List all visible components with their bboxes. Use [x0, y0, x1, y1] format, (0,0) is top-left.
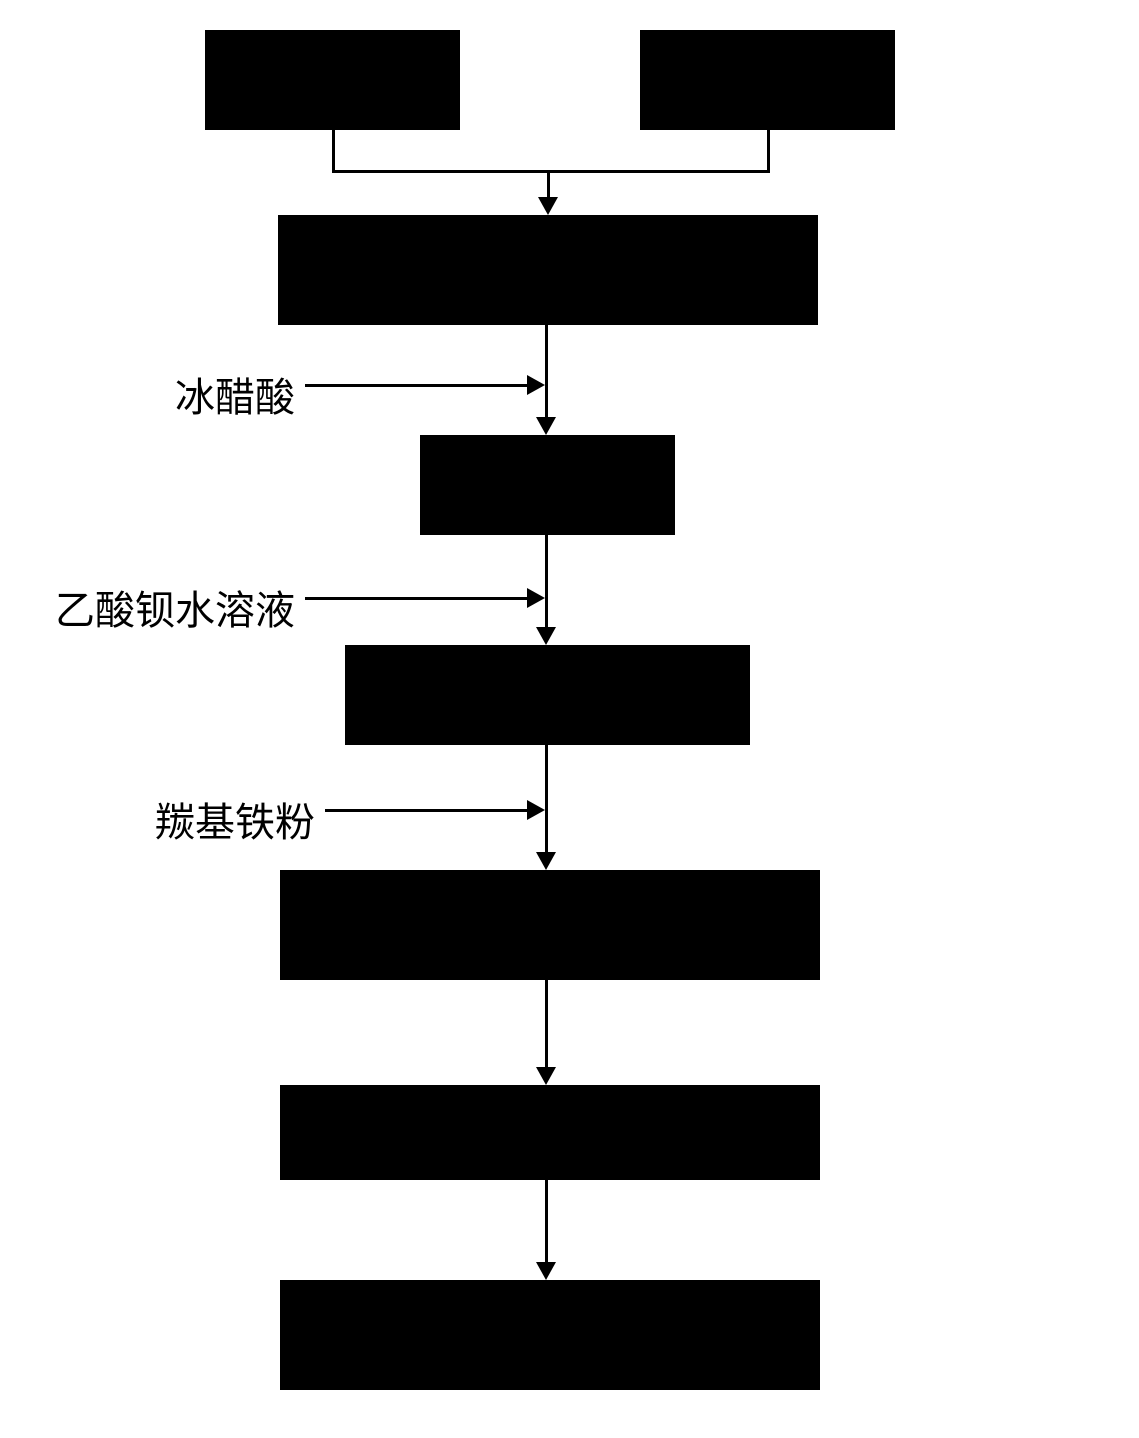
arrow-head: [527, 800, 545, 820]
arrow-head: [536, 1262, 556, 1280]
connector: [325, 809, 529, 812]
arrow-head: [527, 375, 545, 395]
flow-node: [280, 1085, 820, 1180]
connector: [332, 170, 770, 173]
arrow-head: [536, 1067, 556, 1085]
arrow-head: [536, 417, 556, 435]
connector: [545, 745, 548, 854]
side-label: 羰基铁粉: [155, 790, 315, 848]
arrow-head: [536, 627, 556, 645]
connector: [545, 980, 548, 1069]
connector: [305, 597, 529, 600]
flow-node: [420, 435, 675, 535]
flow-node: [640, 30, 895, 130]
arrow-head: [538, 197, 558, 215]
flow-node: [280, 870, 820, 980]
connector: [545, 325, 548, 419]
connector: [305, 384, 529, 387]
side-label: 乙酸钡水溶液: [55, 578, 295, 636]
side-label: 冰醋酸: [175, 365, 295, 423]
arrow-head: [527, 588, 545, 608]
connector: [545, 1180, 548, 1264]
connector: [767, 130, 770, 172]
flow-node: [278, 215, 818, 325]
flow-node: [345, 645, 750, 745]
connector: [545, 535, 548, 629]
flow-node: [280, 1280, 820, 1390]
flow-node: [205, 30, 460, 130]
connector: [547, 170, 550, 199]
connector: [332, 130, 335, 172]
arrow-head: [536, 852, 556, 870]
